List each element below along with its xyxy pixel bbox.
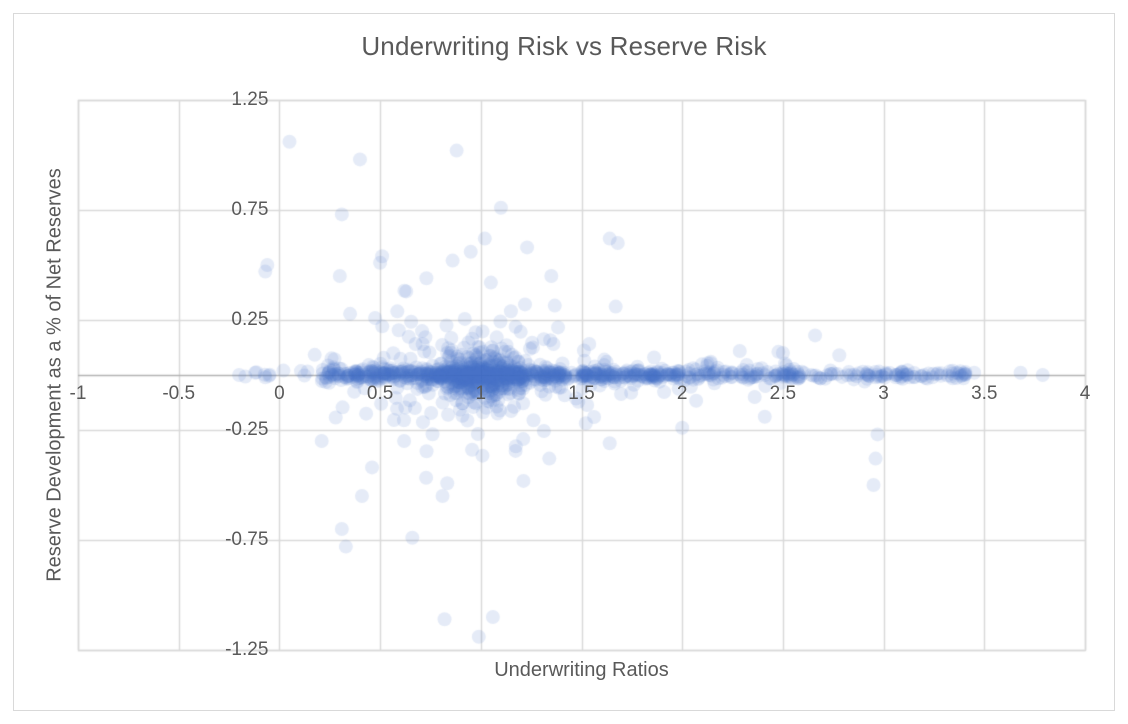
y-tick-label: 1.25 — [231, 89, 269, 110]
chart-title: Underwriting Risk vs Reserve Risk — [361, 31, 767, 61]
y-tick-label: 0.25 — [231, 309, 269, 330]
x-tick-label: 0 — [274, 383, 285, 404]
x-tick-label: 1 — [475, 383, 487, 404]
x-tick-label: -0.5 — [162, 383, 196, 404]
y-tick-label: -0.25 — [225, 419, 269, 440]
y-tick-label: -1.25 — [225, 639, 269, 660]
y-tick-label: 0.75 — [231, 199, 269, 220]
x-axis-title: Underwriting Ratios — [494, 659, 669, 681]
x-tick-label: 3 — [878, 383, 889, 404]
y-tick-label: -0.75 — [225, 529, 269, 550]
y-axis-title: Reserve Development as a % of Net Reserv… — [43, 168, 66, 582]
x-tick-label: -1 — [69, 383, 87, 404]
x-tick-label: 2.5 — [769, 383, 797, 404]
x-tick-label: 1.5 — [568, 383, 595, 404]
x-tick-label: 4 — [1079, 383, 1091, 404]
x-tick-label: 2 — [676, 383, 688, 404]
x-tick-label: 3.5 — [971, 383, 998, 404]
x-tick-label: 0.5 — [366, 383, 394, 404]
